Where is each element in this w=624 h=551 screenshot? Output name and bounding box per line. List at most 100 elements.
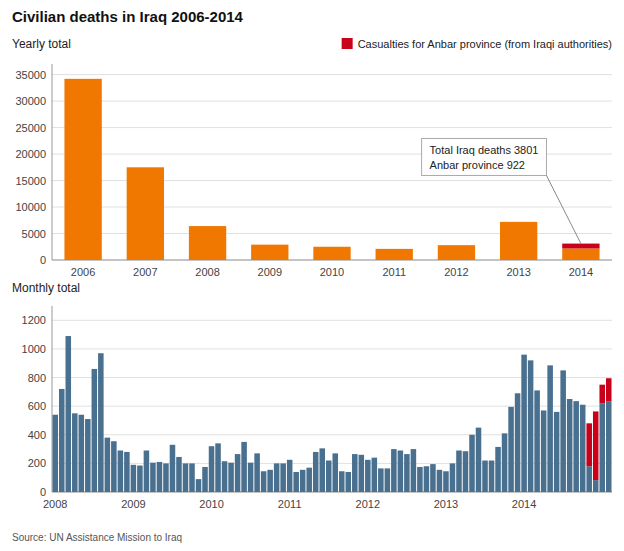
bar — [541, 410, 547, 411]
bar — [398, 451, 404, 492]
bar — [319, 448, 325, 492]
bar — [293, 472, 299, 492]
bar — [502, 433, 508, 434]
bars — [52, 336, 611, 492]
bar — [515, 393, 521, 492]
bar — [476, 428, 482, 492]
bar — [118, 450, 124, 451]
y-tick-label: 10000 — [15, 201, 46, 213]
bar — [586, 466, 592, 492]
bar — [332, 453, 338, 454]
bar — [417, 467, 423, 492]
bar — [287, 460, 293, 492]
x-tick-label: 2012 — [444, 266, 468, 278]
bar — [274, 463, 280, 492]
x-axis: 2008200920102011201220132014 — [43, 498, 536, 510]
bar — [118, 451, 124, 492]
bar — [215, 443, 221, 444]
bar — [222, 461, 228, 462]
bar — [267, 470, 273, 492]
bar — [352, 454, 358, 492]
bar — [261, 471, 267, 492]
bar — [437, 470, 443, 492]
bar — [85, 419, 91, 492]
bar — [280, 463, 286, 492]
bar — [385, 468, 391, 492]
bar — [248, 463, 254, 492]
bar — [144, 450, 150, 451]
bar — [127, 167, 164, 260]
grid-line — [52, 127, 612, 128]
x-tick-label: 2008 — [195, 266, 219, 278]
bar — [202, 467, 208, 492]
x-axis: 200620072008200920102011201220132014 — [71, 266, 593, 278]
bar — [450, 463, 456, 492]
bar — [105, 437, 111, 438]
bar — [319, 448, 325, 449]
x-tick-label: 2009 — [258, 266, 282, 278]
annotation-line: Anbar province 922 — [430, 159, 525, 171]
bar — [127, 167, 164, 168]
annotation-box — [422, 138, 547, 175]
bar — [541, 410, 547, 492]
bar — [365, 459, 371, 460]
bar — [209, 446, 215, 447]
bar — [222, 461, 228, 492]
y-axis-line — [52, 306, 53, 492]
bar — [456, 450, 462, 451]
bar — [251, 244, 288, 245]
bar — [176, 456, 182, 457]
bar — [326, 460, 332, 461]
bar — [280, 463, 286, 464]
bar — [495, 447, 501, 492]
bar — [157, 461, 163, 462]
bars — [64, 79, 599, 260]
bar — [111, 441, 117, 492]
grid-line — [52, 320, 612, 321]
bar — [424, 466, 430, 467]
y-tick-label: 1000 — [22, 343, 46, 355]
bar — [573, 401, 579, 402]
bar — [580, 405, 586, 492]
bar — [482, 460, 488, 461]
bar — [508, 406, 514, 407]
bar — [437, 469, 443, 470]
bar — [567, 399, 573, 492]
x-tick-label: 2011 — [382, 266, 406, 278]
bar — [150, 463, 156, 492]
bar — [176, 457, 182, 492]
x-tick-label: 2013 — [434, 498, 458, 510]
annotations: Total Iraq deaths 3801Anbar province 922 — [422, 138, 581, 243]
bar — [554, 412, 560, 492]
bar — [196, 479, 202, 492]
bar — [376, 249, 413, 260]
bar — [189, 463, 195, 492]
bar — [534, 390, 540, 391]
x-tick-label: 2013 — [506, 266, 530, 278]
y-tick-label: 20000 — [15, 148, 46, 160]
x-tick-label: 2009 — [121, 498, 145, 510]
bar — [163, 463, 169, 464]
x-tick-label: 2007 — [133, 266, 157, 278]
bar — [261, 471, 267, 472]
bar — [241, 441, 247, 442]
bar — [469, 434, 475, 435]
bar — [606, 401, 612, 492]
bar — [313, 246, 350, 247]
bar — [352, 454, 358, 455]
bar — [267, 469, 273, 470]
bar — [52, 415, 58, 492]
bar — [562, 248, 599, 260]
bar — [183, 463, 189, 492]
bar — [64, 79, 101, 260]
bar — [378, 468, 384, 469]
bar — [500, 222, 537, 260]
subtitle: Yearly total — [12, 37, 71, 51]
bar — [72, 413, 78, 414]
bar — [131, 465, 137, 492]
bar — [189, 463, 195, 464]
bar — [254, 453, 260, 454]
bar — [306, 468, 312, 492]
bar — [562, 244, 599, 249]
annotations: Source: UN Assistance Mission to Iraq — [12, 532, 182, 543]
